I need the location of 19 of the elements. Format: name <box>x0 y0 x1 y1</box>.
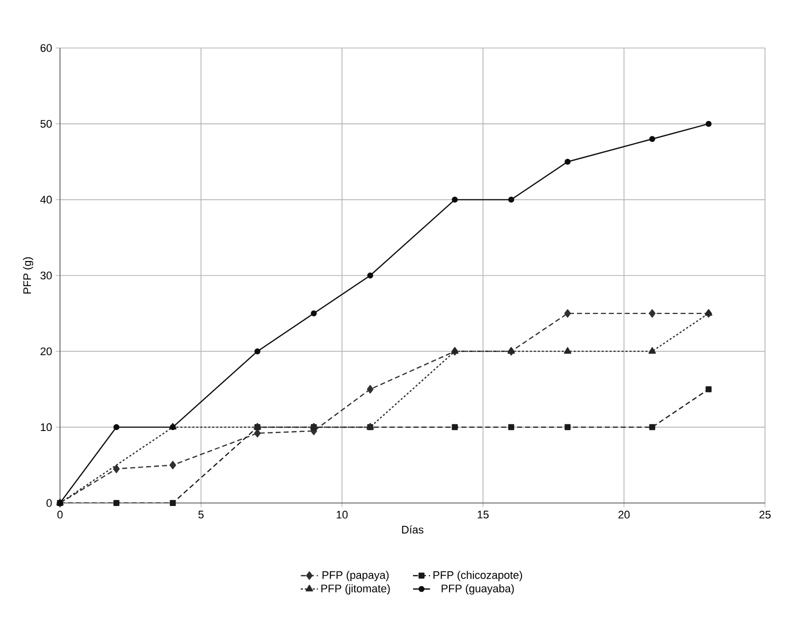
y-tick-label: 40 <box>40 196 52 204</box>
legend-label: PFP (chicozapote) <box>434 570 522 582</box>
x-tick-label: 10 <box>336 510 348 519</box>
y-tick-label: 30 <box>40 272 52 280</box>
x-tick-label: 5 <box>198 510 204 518</box>
x-tick-label: 25 <box>759 510 771 519</box>
y-tick-label: 0 <box>46 499 52 507</box>
x-tick-label: 0 <box>57 510 63 519</box>
y-tick-label: 60 <box>40 44 52 52</box>
y-tick-label: 20 <box>40 347 52 356</box>
x-tick-label: 20 <box>618 510 630 519</box>
y-tick-label: 50 <box>40 120 52 128</box>
legend-label: PFP (papaya) <box>322 570 389 582</box>
legend-label: PFP (guayaba) <box>442 584 514 595</box>
y-tick-label: 10 <box>40 423 52 432</box>
legend-label: PFP (jitomate) <box>321 584 390 595</box>
y-axis-title: PFP (g) <box>22 257 34 294</box>
x-tick-label: 15 <box>478 510 489 518</box>
x-axis-title: Días <box>402 525 424 534</box>
